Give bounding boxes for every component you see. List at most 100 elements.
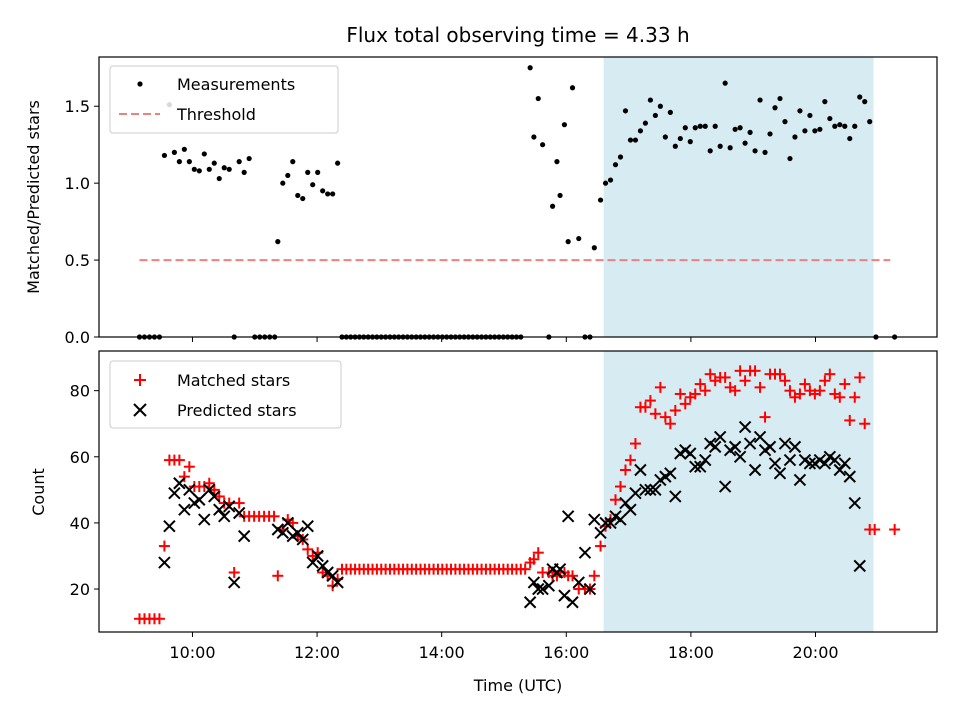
predicted-point: [163, 520, 176, 533]
measurement-point: [672, 143, 678, 149]
measurement-point: [527, 65, 533, 71]
x-tick-label: 16:00: [543, 643, 589, 662]
matched-point: [639, 401, 651, 413]
matched-point: [659, 411, 671, 423]
legend-matched-marker: [134, 374, 146, 386]
matched-point: [734, 365, 746, 377]
measurement-point: [246, 155, 252, 162]
measurement-point: [565, 239, 571, 245]
predicted-point: [639, 483, 652, 497]
measurement-point: [867, 119, 873, 125]
legend-predicted-label: Predicted stars: [177, 401, 297, 420]
top-axes-frame: [98, 56, 938, 338]
predicted-point: [713, 430, 727, 444]
measurement-point: [712, 123, 718, 129]
predicted-point: [296, 533, 309, 546]
predicted-point: [743, 437, 757, 450]
matched-point: [610, 494, 622, 506]
predicted-point: [838, 457, 851, 470]
matched-point: [844, 414, 856, 426]
measurement-point: [717, 143, 723, 149]
matched-point: [532, 547, 544, 559]
measurement-point: [862, 99, 868, 105]
predicted-point: [218, 510, 231, 523]
bottom-legend: Matched stars Predicted stars: [109, 360, 342, 429]
matched-point: [302, 543, 314, 555]
measurement-point: [842, 123, 848, 129]
measurement-point: [554, 159, 560, 165]
matched-point: [268, 510, 280, 522]
measurement-point: [782, 119, 788, 125]
measurement-point: [236, 159, 242, 165]
measurement-point: [325, 191, 331, 197]
predicted-point: [276, 526, 290, 540]
predicted-point: [718, 480, 732, 493]
predicted-point: [291, 526, 304, 540]
chart-title: Flux total observing time = 4.33 h: [346, 23, 689, 47]
x-axis-label: Time (UTC): [473, 676, 562, 695]
top-shaded-region: [603, 57, 874, 337]
measurement-point: [647, 97, 653, 103]
predicted-point: [183, 483, 196, 497]
matched-point: [749, 365, 761, 377]
predicted-point: [708, 440, 722, 454]
measurement-point: [320, 188, 326, 194]
measurement-point: [310, 182, 316, 188]
matched-point: [814, 385, 826, 397]
predicted-point: [306, 556, 319, 569]
measurement-point: [852, 123, 858, 129]
measurement-point: [727, 145, 733, 151]
measurement-point: [612, 162, 619, 168]
top-x-ticks: [191, 337, 817, 342]
measurement-point: [181, 146, 187, 152]
matched-point: [754, 381, 766, 393]
y-tick-label: 1.0: [65, 174, 90, 193]
matched-point: [869, 524, 881, 536]
predicted-point: [583, 582, 597, 596]
matched-point: [834, 391, 846, 403]
matched-point: [649, 408, 661, 420]
matched-point: [588, 570, 600, 582]
predicted-point: [828, 453, 842, 467]
measurement-point: [682, 125, 688, 131]
measurement-point: [221, 165, 227, 171]
measurement-point: [857, 94, 863, 100]
top-legend: Measurements Threshold: [109, 65, 339, 134]
measurement-point: [531, 134, 537, 140]
matched-point: [629, 438, 641, 450]
predicted-point: [572, 576, 585, 589]
measurement-point: [557, 192, 563, 199]
measurement-point: [752, 148, 758, 154]
matched-point: [774, 368, 786, 380]
y-tick-label: 40: [70, 514, 90, 533]
measurement-point: [707, 148, 713, 154]
matched-point: [889, 524, 901, 536]
predicted-point: [588, 513, 601, 526]
legend-predicted-marker: [133, 403, 147, 417]
matched-point: [679, 398, 691, 410]
legend-measurements-label: Measurements: [177, 75, 295, 94]
predicted-point: [536, 582, 549, 596]
predicted-series: [158, 420, 866, 609]
measurement-point: [652, 112, 658, 119]
y-tick-label: 20: [70, 580, 90, 599]
matched-point: [759, 411, 771, 423]
measurement-point: [762, 149, 768, 155]
measurement-point: [722, 80, 728, 86]
matched-point: [624, 454, 636, 466]
matched-point: [619, 464, 631, 476]
matched-point: [272, 570, 284, 582]
predicted-point: [281, 516, 294, 530]
measurement-point: [290, 159, 296, 165]
matched-point: [784, 385, 796, 397]
measurement-point: [305, 169, 311, 175]
measurement-point: [807, 112, 813, 119]
measurement-point: [622, 108, 629, 114]
measurement-point: [787, 155, 793, 162]
measurement-point: [211, 160, 217, 166]
measurement-point: [692, 125, 698, 131]
predicted-point: [542, 579, 556, 592]
matched-point: [819, 375, 831, 387]
top-y-ticks: 0.0 0.5 1.0 1.5: [65, 97, 99, 347]
